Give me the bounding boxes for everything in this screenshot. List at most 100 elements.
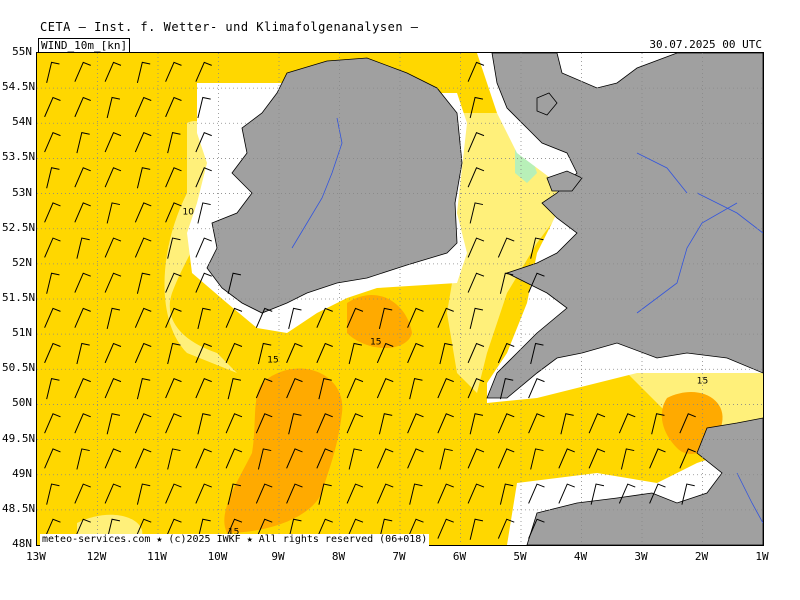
wind-barb — [165, 272, 182, 293]
wind-barb — [437, 483, 454, 504]
strong-wind-area-biscay — [224, 368, 343, 533]
longitude-tick-label: 6W — [452, 550, 467, 563]
contour-label: 15 — [697, 376, 708, 386]
wind-barb — [165, 518, 182, 539]
latitude-tick-label: 48N — [12, 537, 32, 550]
wind-barb — [225, 413, 243, 434]
wind-barb — [106, 518, 121, 540]
wind-barb — [195, 132, 212, 153]
wind-barb — [558, 483, 575, 504]
wind-barb — [195, 272, 212, 293]
wind-barb — [649, 448, 666, 469]
wind-barb — [225, 307, 243, 328]
wind-barb — [346, 518, 364, 539]
wind-barb — [346, 483, 364, 504]
wind-barb — [74, 202, 91, 223]
copyright-credit: meteo-services.com ★ (c)2025 IWKF ★ All … — [40, 534, 430, 546]
wind-barb — [499, 378, 514, 400]
wind-barb — [46, 483, 60, 505]
wind-barb — [469, 413, 484, 435]
wind-barb — [286, 448, 303, 469]
wind-barb — [378, 518, 393, 540]
longitude-tick-label: 11W — [147, 550, 167, 563]
wind-barb — [497, 518, 515, 539]
wind-barb — [528, 483, 545, 504]
wind-barb — [195, 342, 212, 364]
wind-barb — [257, 342, 272, 365]
wind-barb — [499, 483, 514, 505]
land — [206, 53, 763, 545]
wind-barb — [44, 237, 61, 258]
wind-barb — [588, 448, 606, 469]
land-isle-of-man — [536, 92, 558, 116]
map-panel: 10 15 15 15 15 — [36, 52, 764, 546]
wind-barb — [136, 61, 151, 83]
wind-barb — [497, 413, 515, 434]
wind-barb — [588, 413, 606, 434]
wind-barb — [165, 378, 182, 399]
longitude-tick-label: 9W — [271, 550, 285, 563]
wind-barb — [376, 483, 394, 504]
wind-barb — [104, 378, 122, 399]
valid-time: 30.07.2025 00 UTC — [649, 38, 762, 51]
longitude-tick-label: 8W — [331, 550, 346, 563]
wind-barb — [409, 483, 423, 505]
map-canvas: 10 15 15 15 15 — [37, 53, 763, 545]
wind-barb — [74, 272, 91, 293]
longitude-tick-label: 5W — [513, 550, 527, 563]
longitude-tick-label: 7W — [392, 550, 406, 563]
wind-barb — [76, 448, 90, 470]
wind-barb — [104, 132, 122, 153]
chart-title: CETA — Inst. f. Wetter- und Klimafolgena… — [40, 20, 419, 34]
strong-wind-area-celtic — [347, 294, 412, 348]
wind-barb — [104, 61, 122, 82]
wind-barb — [227, 272, 242, 294]
wind-barb — [106, 413, 121, 435]
wind-barb — [74, 307, 91, 328]
wind-barb — [679, 448, 696, 469]
wind-barb — [286, 378, 303, 399]
wind-barb — [165, 61, 182, 82]
lat-lon-grid — [37, 53, 763, 545]
wind-barb — [316, 307, 333, 328]
wind-barb — [439, 448, 453, 470]
wind-barb — [44, 518, 61, 539]
wind-barb — [227, 378, 242, 400]
wind-barb — [74, 167, 91, 188]
wind-barb — [528, 378, 545, 399]
wind-barb — [378, 307, 393, 329]
land-france — [526, 417, 763, 545]
latitude-tick-label: 50N — [12, 396, 32, 410]
wind-barb — [134, 518, 152, 539]
field-label: WIND_10m_[kn] — [38, 38, 131, 53]
wind-barb — [165, 96, 182, 118]
wind-barb — [618, 413, 636, 434]
wind-barb — [195, 167, 212, 188]
wind-barb — [44, 413, 61, 434]
latitude-tick-label: 50.5N — [2, 361, 36, 375]
latitude-tick-label: 49.5N — [2, 431, 36, 445]
wind-barb — [197, 96, 211, 119]
wind-barb — [46, 378, 60, 400]
wind-barb — [104, 448, 122, 469]
wind-barb — [44, 448, 61, 469]
wind-barb — [590, 483, 605, 505]
river-shannon — [291, 117, 343, 249]
river-england-east — [696, 192, 763, 234]
wind-barb — [437, 378, 454, 399]
latitude-tick-label: 54.5N — [2, 80, 36, 94]
wind-barb — [44, 202, 61, 223]
wind-barb — [316, 518, 333, 539]
wind-barb — [318, 378, 332, 400]
wind-barb — [136, 272, 151, 294]
wind-barb — [497, 237, 515, 258]
wind-barb — [74, 96, 91, 118]
wind-barb — [255, 413, 273, 434]
wind-barb — [134, 448, 152, 469]
longitude-tick-label: 4W — [573, 550, 588, 563]
wind-barb — [348, 342, 363, 365]
wind-barb — [651, 413, 665, 435]
wind-barb — [620, 448, 635, 470]
wind-barb — [74, 518, 91, 539]
wind-barb — [286, 342, 303, 364]
